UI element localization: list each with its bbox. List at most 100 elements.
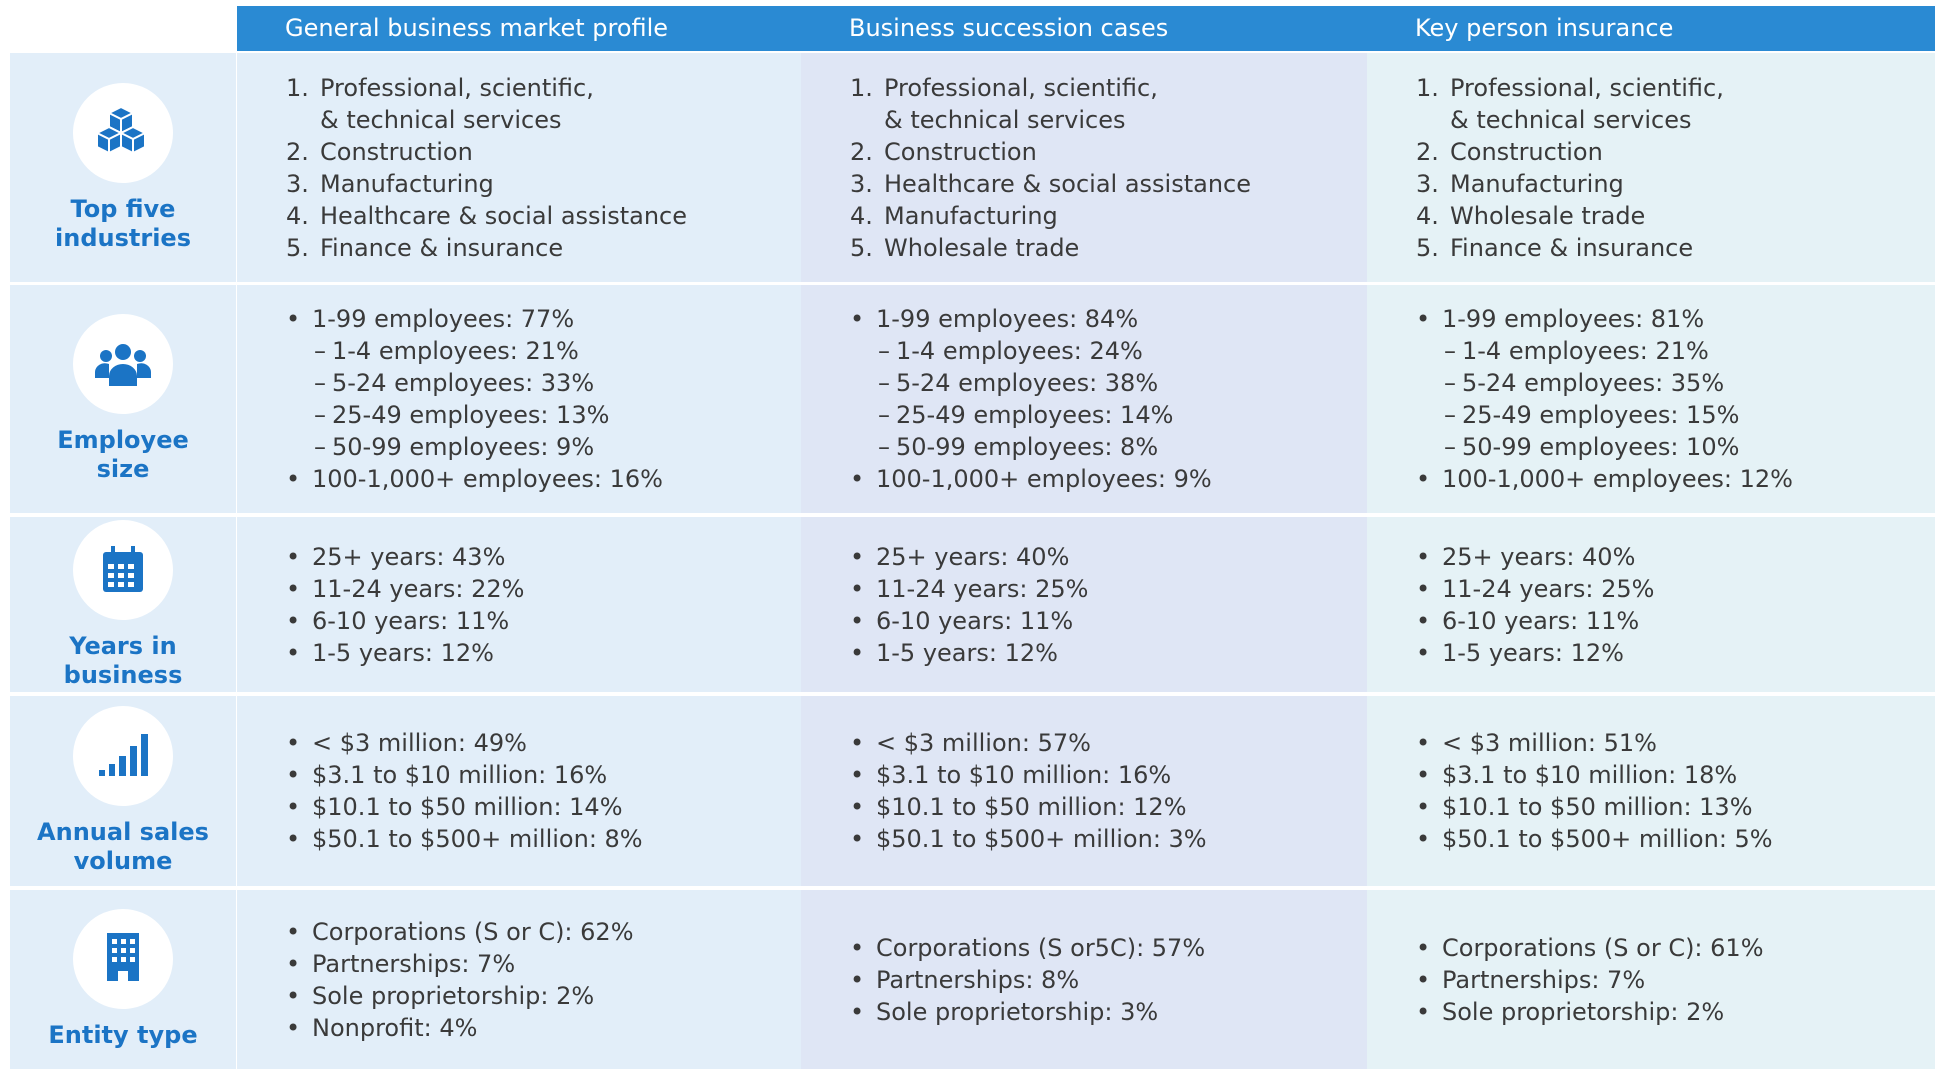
list-marker: 1. <box>850 73 873 102</box>
text-line: & technical services <box>320 105 562 134</box>
column-header: General business market profile <box>285 14 669 42</box>
list-marker: – <box>314 337 326 365</box>
list-marker: • <box>850 793 865 821</box>
list-item: • < $3 million: 51% <box>1416 727 1935 759</box>
list-marker: – <box>1444 337 1456 365</box>
row-label: Employee size <box>10 285 236 513</box>
label-line: Top five <box>70 194 176 223</box>
list-text: Construction <box>1450 137 1603 166</box>
list-item: • 1-99 employees: 84% <box>850 303 1367 335</box>
list-item: 1. Professional, scientific, & technical s… <box>850 72 1367 136</box>
list-marker: • <box>1416 606 1431 635</box>
list-text: 50-99 employees: 9% <box>332 433 595 461</box>
list-marker: • <box>850 305 865 333</box>
list-marker: • <box>1416 638 1431 667</box>
list-marker: • <box>286 542 301 571</box>
table-cell: 1. Professional, scientific, & technical s… <box>1367 53 1935 282</box>
list-marker: • <box>850 997 865 1026</box>
list-marker: • <box>850 761 865 789</box>
list-marker: • <box>1416 729 1431 757</box>
list-marker: – <box>878 401 890 429</box>
list-marker: • <box>850 729 865 757</box>
list-text: 100-1,000+ employees: 9% <box>876 465 1212 493</box>
list-text: 1-5 years: 12% <box>312 638 494 667</box>
list-marker: 3. <box>1416 169 1439 198</box>
list-text: 100-1,000+ employees: 16% <box>312 465 663 493</box>
list-text: 6-10 years: 11% <box>312 606 510 635</box>
list-item: • 100-1,000+ employees: 12% <box>1416 463 1935 495</box>
table-row: Top five industries 1. Professional, scient… <box>10 53 1935 282</box>
list-marker: • <box>1416 793 1431 821</box>
list-item: 2. Construction <box>850 136 1367 168</box>
list-item: 4. Manufacturing <box>850 200 1367 232</box>
list-item: • 11-24 years: 22% <box>286 573 801 605</box>
table-row: Employee size • 1-99 employees: 77% –1-4 emp… <box>10 285 1935 513</box>
list-text: 6-10 years: 11% <box>1442 606 1640 635</box>
list-marker: – <box>314 401 326 429</box>
list-item: • $10.1 to $50 million: 13% <box>1416 791 1935 823</box>
icon-circle <box>73 519 173 620</box>
list-marker: • <box>1416 997 1431 1026</box>
list-marker: • <box>286 949 301 978</box>
list-marker: • <box>286 917 301 946</box>
list-item: • < $3 million: 49% <box>286 727 801 759</box>
label-line: industries <box>55 223 191 252</box>
list-marker: • <box>286 638 301 667</box>
list-marker: • <box>1416 825 1431 853</box>
list-item: • Corporations (S or C): 62% <box>286 916 801 948</box>
list-item: • 1-99 employees: 77% <box>286 303 801 335</box>
list-item: • 11-24 years: 25% <box>850 573 1367 605</box>
row-icon <box>99 734 148 776</box>
table-cell: • Corporations (S or C): 61% • Partnerships… <box>1367 890 1935 1069</box>
list-marker: – <box>878 337 890 365</box>
list-text: Corporations (S or C): 61% <box>1442 933 1764 962</box>
list-marker: 4. <box>286 201 309 230</box>
list-item: • Nonprofit: 4% <box>286 1012 801 1044</box>
list-text: Finance & insurance <box>320 233 564 262</box>
list-item: 3. Healthcare & social assistance <box>850 168 1367 200</box>
list-text: 6-10 years: 11% <box>876 606 1074 635</box>
list-text: Sole proprietorship: 2% <box>1442 997 1725 1026</box>
list-marker: • <box>286 606 301 635</box>
row-label-text: Top five industries <box>55 195 191 253</box>
list-text: $50.1 to $500+ million: 8% <box>312 825 643 853</box>
list-text: $3.1 to $10 million: 18% <box>1442 761 1738 789</box>
list-text: Manufacturing <box>320 169 494 198</box>
row-icon <box>103 545 143 592</box>
text-line: & technical services <box>1450 105 1692 134</box>
icon-circle <box>73 314 173 414</box>
table-cell: 1. Professional, scientific, & technical s… <box>237 53 801 282</box>
list-text: 1-99 employees: 84% <box>876 305 1139 333</box>
sub-item: –1-4 employees: 21% <box>286 335 801 367</box>
text-line: Professional, scientific, <box>884 73 1158 102</box>
sub-item: –1-4 employees: 24% <box>850 335 1367 367</box>
label-line: volume <box>73 847 173 875</box>
list-marker: • <box>850 542 865 571</box>
label-line: Employee <box>57 426 189 454</box>
list-marker: 3. <box>850 169 873 198</box>
list-text: Partnerships: 7% <box>1442 965 1646 994</box>
list-text: 1-99 employees: 81% <box>1442 305 1705 333</box>
table-cell: • < $3 million: 49% • $3.1 to $10 million: … <box>237 696 801 886</box>
list-text: Construction <box>320 137 473 166</box>
list-text: 25-49 employees: 15% <box>1462 401 1740 429</box>
list-marker: • <box>1416 933 1431 962</box>
column-header: Key person insurance <box>1415 14 1674 42</box>
list-marker: • <box>286 793 301 821</box>
sub-item: –25-49 employees: 15% <box>1416 399 1935 431</box>
list-item: • 1-5 years: 12% <box>1416 637 1935 669</box>
text-line: Professional, scientific, <box>320 73 594 102</box>
list-item: • 11-24 years: 25% <box>1416 573 1935 605</box>
list-text: Corporations (S or5C): 57% <box>876 933 1206 962</box>
list-text: $3.1 to $10 million: 16% <box>312 761 608 789</box>
list-item: • $10.1 to $50 million: 12% <box>850 791 1367 823</box>
list-item: • Corporations (S or5C): 57% <box>850 932 1367 964</box>
list-text: 5-24 employees: 38% <box>896 369 1159 397</box>
list-marker: 2. <box>286 137 309 166</box>
list-text: < $3 million: 51% <box>1442 729 1657 757</box>
list-text: < $3 million: 57% <box>876 729 1091 757</box>
list-text: Nonprofit: 4% <box>312 1013 478 1042</box>
list-text: 1-4 employees: 24% <box>896 337 1143 365</box>
list-item: 4. Wholesale trade <box>1416 200 1935 232</box>
